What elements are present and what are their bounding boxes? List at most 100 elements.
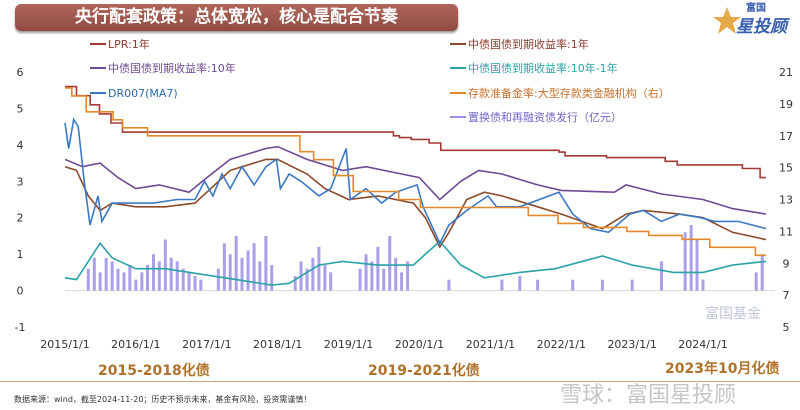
series-line-1 [64,158,767,249]
bar-issuance [760,254,764,291]
annotation-2023: 2023年10月化债 [665,361,780,377]
bar-issuance [329,272,333,291]
series-line-0 [65,85,766,179]
bar-issuance [234,235,238,291]
bar-issuance [370,261,374,291]
bar-issuance [122,272,126,291]
bar-issuance [323,265,327,291]
bar-issuance [536,279,540,291]
bar-issuance [86,268,90,291]
y-right-tick: 13 [779,194,793,207]
bar-issuance [659,261,663,291]
x-tick: 2023/1/1 [607,338,656,351]
x-tick: 2019/1/1 [324,338,373,351]
bar-issuance [394,257,398,291]
legend-label: 中债国债到期收益率:1年 [468,37,589,51]
watermark-fund: 富国基金 [705,306,761,322]
y-right-tick: 15 [779,162,793,175]
annotation-2019-2021: 2019-2021化债 [368,363,480,379]
bar-issuance [169,257,173,291]
bar-issuance [400,272,404,291]
divider [0,381,800,382]
bar-issuance [199,279,203,291]
x-tick: 2015/1/1 [40,338,89,351]
logo-bottom: 星投顾 [736,17,787,37]
series-line-5 [65,87,766,257]
bar-issuance [104,257,108,291]
bar-issuance [98,272,102,291]
annotation-2015-2018: 2015-2018化债 [98,363,210,379]
x-tick: 2021/1/1 [466,338,515,351]
bar-issuance [252,243,256,291]
bar-issuance [140,272,144,291]
bar-issuance [447,279,451,291]
bar-issuance [246,250,250,291]
x-tick: 2016/1/1 [111,338,160,351]
bar-issuance [754,272,758,291]
bar-issuance [406,261,410,291]
bar-issuance [500,279,504,291]
x-tick: 2017/1/1 [182,338,231,351]
bar-issuance [175,261,179,291]
y-right-tick: 11 [779,225,793,238]
bar-issuance [240,257,244,291]
legend-label: 中债国债到期收益率:10年 [108,61,236,75]
bar-issuance [157,261,161,291]
bar-issuance [689,225,693,291]
bar-issuance [382,268,386,291]
bar-issuance [270,265,274,291]
bar-issuance [258,261,262,291]
bar-issuance [187,272,191,291]
bar-issuance [571,279,575,291]
y-right-tick: 17 [779,130,793,143]
y-left-tick: 4 [17,139,24,152]
series-line-2 [64,145,767,215]
series-line-3 [64,240,766,286]
bar-issuance [222,243,226,291]
bar-issuance [264,235,268,291]
legend-label: DR007(MA7) [108,87,178,100]
bar-issuance [145,265,149,291]
bar-issuance [134,279,138,291]
chart-title-banner: 央行配套政策：总体宽松，核心是配合节奏 [15,4,458,31]
bar-issuance [216,268,220,291]
y-right-tick: 21 [779,66,793,79]
star-icon [713,7,741,34]
bar-issuance [305,268,309,291]
logo: 富国 星投顾 [712,2,792,38]
bar-issuance [701,279,705,291]
bar-issuance [376,246,380,291]
bar-issuance [193,276,197,291]
y-left-tick: 6 [17,66,24,79]
bar-issuance [152,254,156,291]
bar-issuance [683,232,687,291]
bar-issuance [358,268,362,291]
logo-top: 富国 [746,3,766,14]
bar-issuance [695,239,699,291]
series-line-4 [64,117,767,246]
y-left-tick: 0 [17,285,24,298]
bar-issuance [388,235,392,291]
y-left-tick: -1 [15,321,26,334]
x-tick: 2020/1/1 [395,338,444,351]
y-right-tick: 7 [783,289,790,302]
legend-label: 存款准备金率:大型存款类金融机构（右） [468,86,670,100]
bar-issuance [518,276,522,291]
legend-label: 置换债和再融资债发行（亿元） [468,110,622,124]
bar-issuance [364,254,368,291]
bar-issuance [116,268,120,291]
bar-issuance [228,254,232,291]
y-left-tick: 1 [17,248,24,261]
bar-issuance [163,239,167,291]
x-tick: 2024/1/1 [678,338,727,351]
x-tick: 2022/1/1 [537,338,586,351]
y-left-tick: 5 [17,102,24,115]
y-left-tick: 2 [17,212,24,225]
y-right-tick: 9 [783,257,790,270]
bar-issuance [317,246,321,291]
bar-issuance [630,279,634,291]
x-tick: 2018/1/1 [253,338,302,351]
bar-issuance [293,276,297,291]
legend-label: LPR:1年 [108,37,150,51]
